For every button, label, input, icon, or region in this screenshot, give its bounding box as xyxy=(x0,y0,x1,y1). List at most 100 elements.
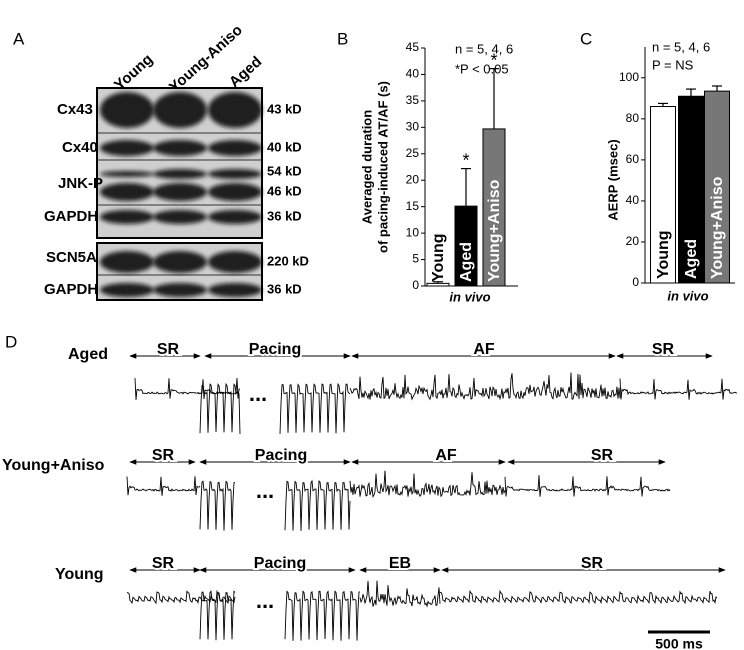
ecg-trace xyxy=(199,590,236,641)
blot-row-label: GAPDH xyxy=(44,208,98,225)
phase-label: Pacing xyxy=(254,555,306,572)
trace-label: Young+Aniso xyxy=(2,457,105,474)
bar xyxy=(704,90,730,284)
phase-label: AF xyxy=(473,341,495,358)
bar-category-label: Young+Aniso xyxy=(486,179,503,282)
phase-label: EB xyxy=(389,555,411,572)
blot-band xyxy=(153,210,207,224)
blot-band xyxy=(208,169,262,179)
phase-label: SR xyxy=(652,341,675,358)
panel-label: D xyxy=(5,332,17,351)
bar-category-label: Young+Aniso xyxy=(709,176,726,279)
blot-band xyxy=(153,283,207,297)
y-tick-label: 20 xyxy=(626,234,640,248)
y-axis-label: Averaged duration xyxy=(359,110,374,224)
y-tick-label: 15 xyxy=(406,199,420,213)
y-tick-label: 20 xyxy=(406,172,420,186)
blot-marker-label: 54 kD xyxy=(267,163,302,178)
y-tick-label: 30 xyxy=(406,120,420,134)
ecg-trace xyxy=(439,589,718,605)
bar xyxy=(426,282,450,287)
blot-marker-label: 43 kD xyxy=(267,101,302,116)
trace-label: Young xyxy=(55,566,104,583)
x-axis-label: in vivo xyxy=(667,288,708,303)
trace-label: Aged xyxy=(68,346,108,363)
phase-label: AF xyxy=(435,447,457,464)
blot-band xyxy=(153,169,207,179)
y-tick-label: 0 xyxy=(412,278,419,292)
blot-marker-label: 36 kD xyxy=(267,208,302,223)
ellipsis: ... xyxy=(256,588,274,613)
blot-band xyxy=(100,251,154,273)
blot-band xyxy=(208,140,262,156)
blot-band xyxy=(100,171,154,177)
blot-marker-label: 46 kD xyxy=(267,183,302,198)
annotation: n = 5, 4, 6 xyxy=(652,39,710,54)
y-tick-label: 0 xyxy=(632,275,639,289)
blot-row-label: JNK-P xyxy=(58,175,103,192)
significance-mark: * xyxy=(462,150,469,170)
bar-category-label: Aged xyxy=(458,242,475,282)
y-tick-label: 60 xyxy=(626,152,640,166)
blot-band xyxy=(153,183,207,201)
x-axis-label: in vivo xyxy=(449,289,490,304)
scale-bar-label: 500 ms xyxy=(655,636,703,650)
blot-band xyxy=(153,92,207,128)
ecg-trace xyxy=(134,377,241,400)
phase-label: SR xyxy=(152,447,175,464)
ecg-trace xyxy=(126,589,236,605)
y-axis-label: of pacing-induced AT/AF (s) xyxy=(375,81,390,253)
bar-category-label: Young xyxy=(430,233,447,282)
annotation: *P < 0.05 xyxy=(455,61,509,76)
y-tick-label: 25 xyxy=(406,146,420,160)
blot-band xyxy=(100,183,154,201)
phase-label: Pacing xyxy=(255,447,307,464)
blot-band xyxy=(208,210,262,224)
blot-band xyxy=(208,251,262,273)
ecg-trace xyxy=(199,480,236,531)
y-tick-label: 45 xyxy=(406,40,420,54)
blot-band xyxy=(153,251,207,273)
y-tick-label: 5 xyxy=(412,252,419,266)
blot-band xyxy=(153,140,207,156)
panel-label: C xyxy=(580,29,592,48)
phase-label: SR xyxy=(591,447,614,464)
blot-band xyxy=(208,92,262,128)
significance-mark: * xyxy=(490,50,497,70)
lane-label: Aged xyxy=(226,53,265,91)
ecg-trace xyxy=(284,590,361,641)
bar xyxy=(650,106,676,284)
annotation: P = NS xyxy=(652,57,694,72)
bar xyxy=(678,95,704,284)
blot-marker-label: 220 kD xyxy=(267,253,309,268)
blot-band xyxy=(208,183,262,201)
ellipsis: ... xyxy=(249,381,267,406)
blot-band xyxy=(208,283,262,297)
bar-category-label: Young xyxy=(655,230,672,279)
ecg-trace xyxy=(199,382,241,435)
blot-band xyxy=(100,283,154,297)
ecg-trace xyxy=(279,382,351,434)
ecg-trace xyxy=(619,378,738,400)
blot-marker-label: 40 kD xyxy=(267,139,302,154)
panel-label: B xyxy=(337,29,348,48)
y-tick-label: 80 xyxy=(626,111,640,125)
blot-band xyxy=(100,140,154,156)
bar xyxy=(482,128,506,287)
y-tick-label: 100 xyxy=(619,70,639,84)
y-axis-label: AERP (msec) xyxy=(605,139,620,220)
blot-row-label: SCN5A xyxy=(46,249,97,266)
blot-row-label: Cx43 xyxy=(57,101,93,118)
ecg-trace xyxy=(349,470,506,499)
y-tick-label: 10 xyxy=(406,225,420,239)
phase-label: SR xyxy=(581,555,604,572)
ecg-trace xyxy=(359,580,441,608)
y-tick-label: 40 xyxy=(406,67,420,81)
ecg-trace xyxy=(349,372,621,401)
ecg-trace xyxy=(126,476,201,496)
panel-label: A xyxy=(13,29,25,48)
blot-band xyxy=(100,92,154,128)
y-tick-label: 40 xyxy=(626,193,640,207)
phase-label: SR xyxy=(152,555,175,572)
